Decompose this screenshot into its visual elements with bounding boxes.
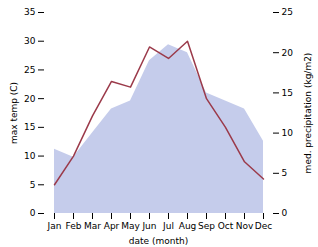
svg-text:Jan: Jan [47,221,62,231]
svg-text:Jul: Jul [162,221,174,231]
svg-text:5: 5 [30,180,36,190]
svg-text:Apr: Apr [104,221,120,231]
svg-text:Feb: Feb [66,221,82,231]
svg-text:max temp (C): max temp (C) [9,82,19,144]
svg-text:May: May [121,221,140,231]
svg-text:10: 10 [282,128,294,138]
svg-text:med. precipitation (kg/m2): med. precipitation (kg/m2) [303,53,313,174]
svg-text:25: 25 [282,7,293,17]
svg-text:Oct: Oct [218,221,234,231]
svg-text:20: 20 [282,48,294,58]
svg-text:20: 20 [24,94,36,104]
svg-text:0: 0 [30,208,36,218]
svg-text:15: 15 [282,88,293,98]
svg-text:35: 35 [24,7,35,17]
svg-text:Dec: Dec [255,221,272,231]
svg-text:10: 10 [24,151,36,161]
svg-text:5: 5 [282,168,288,178]
svg-text:0: 0 [282,208,288,218]
svg-text:15: 15 [24,122,35,132]
svg-text:Sep: Sep [198,221,215,231]
svg-text:30: 30 [24,36,36,46]
svg-text:Jun: Jun [141,221,156,231]
svg-text:Aug: Aug [179,221,197,231]
svg-text:25: 25 [24,65,35,75]
svg-text:Mar: Mar [84,221,101,231]
svg-text:Nov: Nov [236,221,254,231]
svg-text:date (month): date (month) [129,236,188,246]
